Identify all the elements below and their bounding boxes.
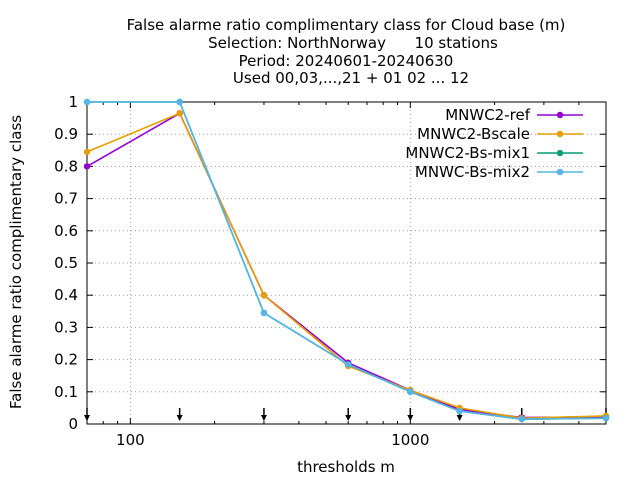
threshold-arrowhead <box>345 415 352 421</box>
y-tick-label: 0.1 <box>54 383 78 401</box>
y-tick-label: 0.7 <box>54 190 78 208</box>
y-tick-label: 0 <box>68 415 78 433</box>
data-point <box>260 292 268 299</box>
y-tick-label: 0.6 <box>54 222 78 240</box>
series-layer <box>83 98 610 423</box>
legend-marker <box>556 130 564 138</box>
y-tick-label: 0.3 <box>54 318 78 336</box>
data-point <box>602 415 610 422</box>
data-point <box>83 148 91 156</box>
legend: MNWC2-refMNWC2-BscaleMNWC2-Bs-mix1MNWC-B… <box>405 106 583 181</box>
data-point <box>176 110 183 117</box>
y-tick-label: 0.4 <box>54 286 78 304</box>
threshold-arrowhead <box>407 415 414 421</box>
legend-label: MNWC-Bs-mix2 <box>415 163 530 181</box>
threshold-arrowhead <box>176 415 183 421</box>
y-tick-label: 0.9 <box>54 125 78 143</box>
y-tick-label: 0.8 <box>54 157 78 175</box>
x-axis-label: thresholds m <box>297 458 395 476</box>
legend-marker <box>556 111 564 119</box>
title-line-2: Selection: NorthNorway 10 stations <box>208 34 498 52</box>
title-line-1: False alarme ratio complimentary class f… <box>127 16 566 34</box>
chart-title: False alarme ratio complimentary class f… <box>127 16 566 87</box>
series-3 <box>83 98 610 423</box>
data-point <box>83 163 91 170</box>
series-2 <box>83 110 610 422</box>
data-point <box>83 98 91 106</box>
threshold-arrowhead <box>456 415 463 421</box>
legend-label: MNWC2-Bs-mix1 <box>405 144 530 162</box>
threshold-arrowhead <box>84 415 90 421</box>
data-point <box>260 309 268 317</box>
data-point <box>518 415 525 423</box>
plot-border <box>86 101 607 425</box>
y-axis-label: False alarme ratio complimentary class <box>7 115 25 409</box>
series-4 <box>83 98 610 423</box>
legend-marker <box>556 168 564 176</box>
y-tick-label: 0.5 <box>54 254 78 272</box>
data-point <box>456 407 463 415</box>
legend-marker <box>556 149 564 157</box>
y-tick-label: 0.2 <box>54 351 78 369</box>
data-point <box>345 361 352 368</box>
series-line <box>87 101 607 421</box>
y-tick-label: 1 <box>68 93 78 111</box>
x-tick-label: 100 <box>116 431 145 449</box>
legend-label: MNWC2-Bscale <box>417 125 530 143</box>
data-point <box>407 388 414 395</box>
title-line-4: Used 00,03,...,21 + 01 02 ... 12 <box>233 69 469 87</box>
x-tick-label: 1000 <box>391 431 429 449</box>
grid <box>87 102 606 424</box>
legend-label: MNWC2-ref <box>445 106 530 124</box>
data-point <box>176 98 183 106</box>
series-1 <box>83 110 610 421</box>
axes: 0 0.1 0.2 0.3 0.4 0.5 0.6 0.7 0.8 0.9 1 100 1000 <box>54 93 609 449</box>
title-line-3: Period: 20240601-20240630 <box>239 52 454 70</box>
threshold-arrowhead <box>260 415 267 421</box>
